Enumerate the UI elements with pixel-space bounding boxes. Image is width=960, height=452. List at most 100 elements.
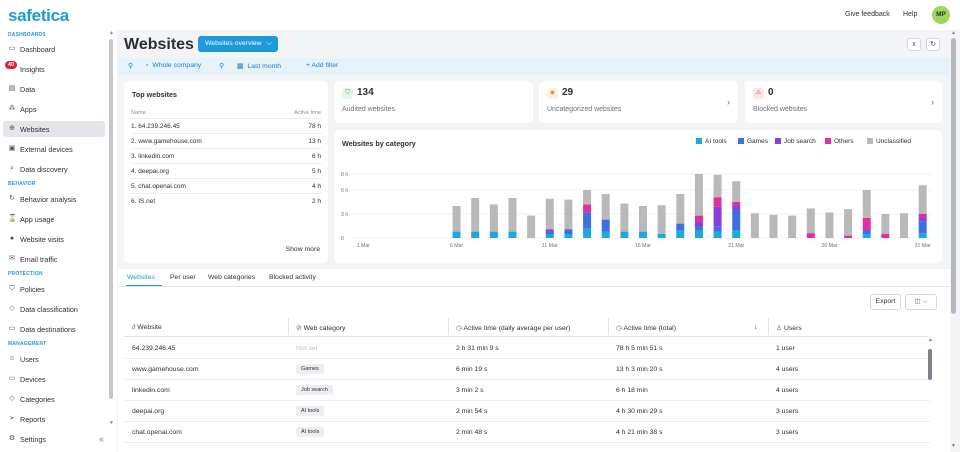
bar-others[interactable] (881, 234, 890, 238)
bar-unclassified[interactable] (676, 194, 685, 224)
bar-unclassified[interactable] (583, 190, 592, 205)
sidebar-item-dashboard[interactable]: ▭ Dashboard (3, 41, 105, 57)
top-website-row[interactable]: 3. linkedin.com 6 h (130, 148, 322, 163)
bar-games[interactable] (862, 230, 871, 234)
give-feedback-link[interactable]: Give feedback (845, 11, 890, 18)
bar-ai-tools[interactable] (452, 231, 461, 238)
web-category-tag[interactable]: Games (296, 364, 324, 374)
tab-web-categories[interactable]: Web categories (208, 274, 256, 281)
bar-ai-tools[interactable] (639, 231, 647, 238)
sidebar-item-reports[interactable]: ➢ Reports (3, 411, 105, 427)
bar-unclassified[interactable] (750, 213, 759, 238)
main-scrollbar[interactable] (951, 38, 956, 314)
bar-others[interactable] (844, 235, 853, 238)
bar-ai-tools[interactable] (564, 234, 573, 238)
sidebar-item-categories[interactable]: ◇ Categories (3, 391, 105, 407)
table-scrollbar[interactable] (928, 349, 932, 380)
column-header-website[interactable]: ∂ Website (132, 324, 162, 331)
bar-job-search[interactable] (713, 206, 722, 227)
sidebar-scroll-down-icon[interactable]: ▼ (109, 420, 114, 426)
bar-unclassified[interactable] (900, 213, 909, 238)
bar-unclassified[interactable] (545, 198, 554, 230)
sidebar-item-policies[interactable]: ⛉ Policies (3, 281, 105, 297)
bar-ai-tools[interactable] (583, 228, 592, 238)
column-header-users[interactable]: ♙ Users (776, 324, 802, 332)
column-header-active-time-total[interactable]: ◷ Active time (total) (616, 324, 676, 332)
bar-ai-tools[interactable] (713, 231, 722, 238)
bar-unclassified[interactable] (471, 198, 480, 232)
sidebar-item-apps[interactable]: ⁂ Apps (3, 101, 105, 117)
show-more-link[interactable]: Show more (285, 246, 320, 253)
sidebar-item-data-classification[interactable]: ◇ Data classification (3, 301, 105, 317)
bar-games[interactable] (918, 221, 927, 234)
bar-unclassified[interactable] (918, 185, 927, 214)
bar-unclassified[interactable] (657, 205, 666, 234)
sidebar-item-data-discovery[interactable]: ⌕ Data discovery (3, 161, 105, 177)
web-category-tag[interactable]: AI tools (296, 406, 325, 416)
export-button[interactable]: Export (870, 294, 901, 310)
bar-others[interactable] (694, 215, 703, 222)
bar-unclassified[interactable] (713, 174, 722, 198)
bar-ai-tools[interactable] (601, 231, 610, 238)
legend-item-games[interactable]: Games (738, 138, 768, 145)
legend-item-unclassified[interactable]: Unclassified (867, 138, 911, 145)
bar-job-search[interactable] (694, 222, 703, 226)
sidebar-item-users[interactable]: ☺ Users (3, 351, 105, 367)
sidebar-item-settings[interactable]: ⚙ Settings (3, 431, 105, 447)
bar-unclassified[interactable] (788, 215, 797, 238)
sidebar-item-email-traffic[interactable]: ✉ Email traffic (3, 251, 105, 267)
bar-games[interactable] (694, 226, 703, 230)
legend-item-job-search[interactable]: Job search (775, 138, 816, 145)
stat-card-uncategorized-websites[interactable]: ◉ 29 Uncategorized websites › (539, 81, 738, 123)
bar-others[interactable] (732, 202, 741, 206)
bar-others[interactable] (713, 197, 722, 207)
bar-unclassified[interactable] (452, 206, 461, 232)
safetica-logo[interactable]: safetica (8, 6, 69, 25)
bar-ai-tools[interactable] (918, 233, 927, 238)
top-website-row[interactable]: 2. www.gamehouse.com 13 h (130, 133, 322, 148)
add-filter-button[interactable]: + Add filter (306, 62, 339, 69)
website-cell[interactable]: chat.openai.com (132, 429, 182, 436)
top-website-row[interactable]: 6. IS.net 2 h (130, 193, 322, 208)
web-category-tag[interactable]: Job search (296, 385, 333, 395)
bar-unclassified[interactable] (564, 199, 573, 230)
column-header-active-time-daily-average-per-user[interactable]: ◷ Active time (daily average per user) (456, 324, 570, 332)
sort-desc-icon[interactable]: ↓ (754, 324, 758, 331)
bar-unclassified[interactable] (881, 214, 890, 234)
period-filter[interactable]: ▦ Last month (237, 62, 281, 70)
bar-job-search[interactable] (545, 229, 554, 232)
legend-item-ai-tools[interactable]: AI tools (696, 138, 727, 145)
sidebar-item-data-destinations[interactable]: ▭ Data destinations (3, 321, 105, 337)
bar-others[interactable] (806, 233, 815, 238)
bar-games[interactable] (601, 219, 610, 232)
website-cell[interactable]: linkedin.com (132, 387, 170, 394)
user-avatar[interactable]: MP (932, 6, 950, 24)
pin-icon[interactable]: ⚲ (128, 63, 133, 70)
sidebar-item-behavior-analysis[interactable]: ↻ Behavior analysis (3, 191, 105, 207)
help-link[interactable]: Help (903, 11, 918, 18)
bar-games[interactable] (564, 229, 573, 234)
table-row[interactable]: chat.openai.com AI tools 2 min 48 s 4 h 21 … (124, 422, 930, 443)
sidebar-item-insights[interactable]: ♀ Insights 40 (3, 61, 105, 77)
bar-job-search[interactable] (918, 218, 927, 222)
website-cell[interactable]: deepai.org (132, 408, 165, 415)
bar-unclassified[interactable] (620, 203, 629, 232)
website-cell[interactable]: 64.239.246.45 (132, 345, 176, 352)
bar-games[interactable] (545, 231, 554, 234)
bar-unclassified[interactable] (489, 204, 498, 232)
pin-period-icon[interactable]: ⚲ (219, 63, 224, 70)
sidebar-item-data[interactable]: ▤ Data (3, 81, 105, 97)
collapse-sidebar-icon[interactable]: « (99, 434, 105, 444)
tab-per-user[interactable]: Per user (170, 274, 196, 281)
bar-ai-tools[interactable] (676, 230, 685, 238)
tab-blocked-activity[interactable]: Blocked activity (269, 274, 316, 281)
bar-unclassified[interactable] (732, 181, 741, 202)
users-cell[interactable]: 3 users (776, 408, 799, 415)
bar-ai-tools[interactable] (657, 234, 666, 238)
sidebar-item-app-usage[interactable]: ⌛ App usage (3, 211, 105, 227)
top-website-row[interactable]: 5. chat.openai.com 4 h (130, 178, 322, 193)
bar-others[interactable] (583, 204, 592, 213)
top-website-row[interactable]: 1. 64.239.246.45 78 h (130, 118, 322, 133)
table-row[interactable]: 64.239.246.45 Not set 2 h 31 min 9 s 78 h 5… (124, 338, 930, 359)
bar-ai-tools[interactable] (620, 231, 629, 238)
